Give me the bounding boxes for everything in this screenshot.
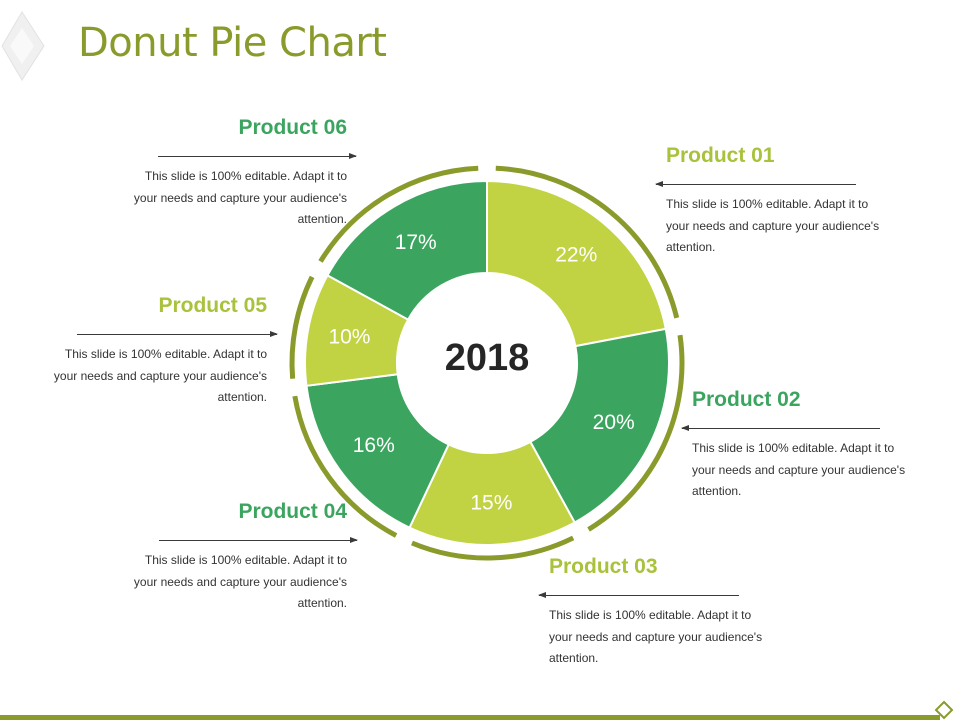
ring-segment-3 [411,535,575,561]
callout-text-line: This slide is 100% editable. Adapt it to [692,441,895,455]
arrow-left [681,425,880,431]
ring-segment-4 [292,395,398,538]
center-year-label: 2018 [445,337,530,379]
outer-ring [289,165,685,561]
arrow-left [655,181,856,187]
callout-product-03: Product 03 This slide is 100% editable. … [538,555,789,670]
callout-text-line: your needs and capture your audience's [133,190,347,205]
arrow-left [538,592,739,598]
slice-label-1: 22% [555,244,597,267]
donut-slice-6 [326,179,488,321]
donut-slice-4 [305,373,451,530]
callout-title: Product 06 [238,116,347,139]
callout-text-line: your needs and capture your audience's [692,462,906,477]
slice-label-2: 20% [593,411,635,434]
callout-text-line: This slide is 100% editable. Adapt it to [144,553,347,567]
donut-slice-1 [486,179,667,348]
callout-text-line: attention. [297,596,347,610]
slice-label-3: 15% [470,491,512,514]
callout-product-05: Product 05 This slide is 100% editable. … [27,294,278,409]
corner-diamond-decoration [1,11,45,81]
donut-slice-3 [408,440,577,546]
callout-title: Product 05 [158,294,267,317]
callout-title: Product 02 [692,388,801,411]
callout-product-06: Product 06 This slide is 100% editable. … [107,116,357,231]
slice-label-4: 16% [353,434,395,457]
page-title: Donut Pie Chart [78,20,387,66]
arrow-right [77,331,278,337]
footer-accent-bar [0,715,940,720]
ring-segment-2 [587,334,685,532]
donut-slice-2 [529,327,670,524]
slice-label-5: 10% [328,325,370,348]
callout-text-line: your needs and capture your audience's [549,629,763,644]
callout-product-02: Product 02 This slide is 100% editable. … [681,388,932,503]
callout-text-line: attention. [217,390,267,404]
callout-text-line: your needs and capture your audience's [53,368,267,383]
callout-product-04: Product 04 This slide is 100% editable. … [107,500,358,615]
callout-text-line: attention. [297,212,347,226]
callout-text-line: your needs and capture your audience's [133,574,347,589]
callout-title: Product 04 [238,500,347,523]
callout-text-line: This slide is 100% editable. Adapt it to [549,608,752,622]
callout-text-line: attention. [666,240,716,254]
callout-text-line: This slide is 100% editable. Adapt it to [64,347,267,361]
callout-title: Product 01 [666,144,775,167]
callout-text-line: This slide is 100% editable. Adapt it to [144,169,347,183]
callout-title: Product 03 [549,555,658,578]
donut-slices [304,179,670,546]
callout-product-01: Product 01 This slide is 100% editable. … [655,144,906,259]
callout-text-line: your needs and capture your audience's [666,218,880,233]
ring-segment-5 [289,275,315,379]
callout-text-line: attention. [549,651,599,665]
arrow-right [158,153,357,159]
callout-text-line: attention. [692,484,742,498]
arrow-right [159,537,358,543]
chevron-left-icon [934,700,954,720]
ring-segment-6 [318,165,479,263]
slice-labels: 22% 20% 15% 16% 10% 17% [328,231,634,514]
ring-segment-1 [495,165,680,319]
slice-label-6: 17% [395,231,437,254]
callout-text-line: This slide is 100% editable. Adapt it to [666,197,869,211]
